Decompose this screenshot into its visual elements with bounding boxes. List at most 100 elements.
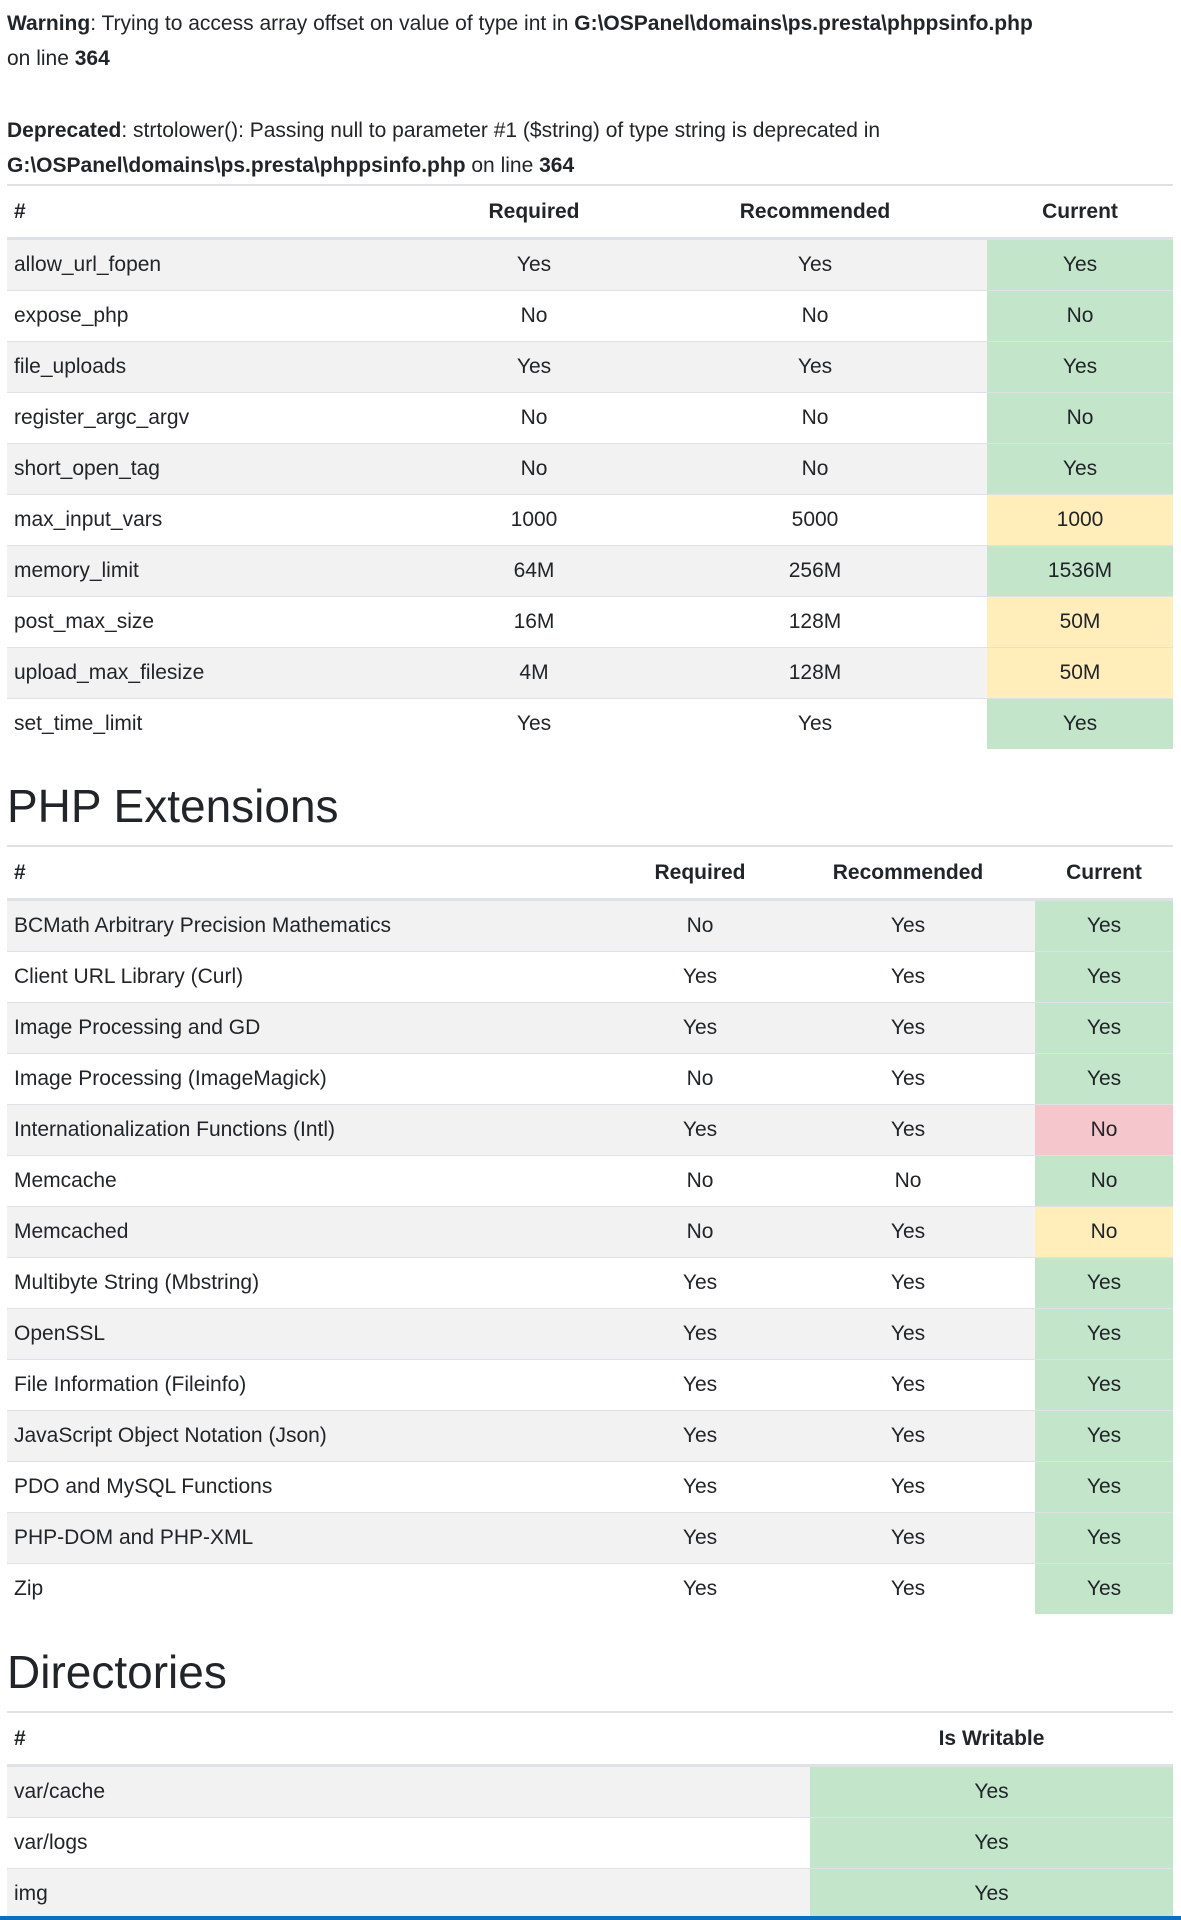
directory-name: var/cache (7, 1765, 810, 1818)
col-header-name: # (7, 184, 425, 240)
current-value: No (1035, 1206, 1173, 1258)
current-value: Yes (987, 341, 1173, 393)
current-value: Yes (1035, 1359, 1173, 1411)
table-row: BCMath Arbitrary Precision Mathematics No… (7, 899, 1173, 952)
current-value: Yes (1035, 1563, 1173, 1614)
recommended-value: Yes (781, 1206, 1035, 1258)
table-row: register_argc_argv No No No (7, 392, 1173, 444)
required-value: No (619, 1206, 781, 1258)
warning-line: 364 (74, 47, 110, 70)
current-value: Yes (1035, 1053, 1173, 1105)
col-header-current: Current (1035, 845, 1173, 901)
required-value: No (425, 443, 643, 495)
recommended-value: Yes (781, 1512, 1035, 1564)
recommended-value: Yes (781, 951, 1035, 1003)
required-value: No (619, 1155, 781, 1207)
current-value: Yes (1035, 1257, 1173, 1309)
current-value: 1000 (987, 494, 1173, 546)
warning-message: Warning: Trying to access array offset o… (7, 6, 1177, 76)
col-header-writable: Is Writable (810, 1711, 1173, 1767)
current-value: Yes (987, 443, 1173, 495)
current-value: No (1035, 1155, 1173, 1207)
extension-name: PHP-DOM and PHP-XML (7, 1512, 619, 1564)
required-value: Yes (619, 1104, 781, 1156)
extension-name: PDO and MySQL Functions (7, 1461, 619, 1513)
required-value: Yes (425, 238, 643, 291)
setting-name: max_input_vars (7, 494, 425, 546)
writable-value: Yes (810, 1868, 1173, 1919)
extension-name: BCMath Arbitrary Precision Mathematics (7, 899, 619, 952)
current-value: Yes (1035, 899, 1173, 952)
extension-name: Memcached (7, 1206, 619, 1258)
current-value: Yes (1035, 1461, 1173, 1513)
table-row: JavaScript Object Notation (Json) Yes Yes Y… (7, 1410, 1173, 1462)
current-value: No (987, 392, 1173, 444)
recommended-value: Yes (781, 1053, 1035, 1105)
col-header-name: # (7, 845, 619, 901)
setting-name: expose_php (7, 290, 425, 342)
extension-name: File Information (Fileinfo) (7, 1359, 619, 1411)
table-row: allow_url_fopen Yes Yes Yes (7, 238, 1173, 291)
warning-label: Warning (7, 12, 91, 35)
php-extensions-table: # Required Recommended Current BCMath Ar… (7, 845, 1173, 1614)
table-row: Internationalization Functions (Intl) Yes… (7, 1104, 1173, 1156)
table-row: Image Processing and GD Yes Yes Yes (7, 1002, 1173, 1054)
bottom-bar (0, 1916, 1181, 1920)
extension-name: Image Processing (ImageMagick) (7, 1053, 619, 1105)
required-value: 1000 (425, 494, 643, 546)
extension-name: Multibyte String (Mbstring) (7, 1257, 619, 1309)
table-row: File Information (Fileinfo) Yes Yes Yes (7, 1359, 1173, 1411)
recommended-value: Yes (781, 1257, 1035, 1309)
required-value: Yes (619, 1410, 781, 1462)
required-value: Yes (425, 341, 643, 393)
current-value: Yes (1035, 951, 1173, 1003)
setting-name: memory_limit (7, 545, 425, 597)
extension-name: Image Processing and GD (7, 1002, 619, 1054)
required-value: No (425, 290, 643, 342)
recommended-value: Yes (781, 1563, 1035, 1614)
required-value: Yes (619, 951, 781, 1003)
setting-name: upload_max_filesize (7, 647, 425, 699)
required-value: Yes (619, 1359, 781, 1411)
table-row: expose_php No No No (7, 290, 1173, 342)
col-header-required: Required (425, 184, 643, 240)
required-value: 64M (425, 545, 643, 597)
current-value: 50M (987, 596, 1173, 648)
deprecated-file: G:\OSPanel\domains\ps.presta\phppsinfo.p… (7, 154, 466, 177)
extension-name: Internationalization Functions (Intl) (7, 1104, 619, 1156)
php-extensions-title: PHP Extensions (7, 780, 339, 832)
directories-table: # Is Writable var/cache Yes var/logs Yes img… (7, 1711, 1173, 1919)
col-header-recommended: Recommended (643, 184, 987, 240)
recommended-value: No (643, 443, 987, 495)
current-value: Yes (1035, 1308, 1173, 1360)
extension-name: Memcache (7, 1155, 619, 1207)
recommended-value: 128M (643, 596, 987, 648)
recommended-value: Yes (781, 1359, 1035, 1411)
recommended-value: 256M (643, 545, 987, 597)
recommended-value: No (643, 392, 987, 444)
setting-name: short_open_tag (7, 443, 425, 495)
table-row: Client URL Library (Curl) Yes Yes Yes (7, 951, 1173, 1003)
table-row: Zip Yes Yes Yes (7, 1563, 1173, 1614)
deprecated-line: 364 (539, 154, 575, 177)
table-row: Image Processing (ImageMagick) No Yes Yes (7, 1053, 1173, 1105)
setting-name: register_argc_argv (7, 392, 425, 444)
writable-value: Yes (810, 1817, 1173, 1869)
recommended-value: Yes (643, 341, 987, 393)
required-value: 16M (425, 596, 643, 648)
current-value: 1536M (987, 545, 1173, 597)
recommended-value: Yes (781, 1308, 1035, 1360)
current-value: Yes (1035, 1410, 1173, 1462)
current-value: Yes (987, 238, 1173, 291)
extension-name: Zip (7, 1563, 619, 1614)
current-value: Yes (1035, 1512, 1173, 1564)
setting-name: post_max_size (7, 596, 425, 648)
table-row: short_open_tag No No Yes (7, 443, 1173, 495)
required-value: No (425, 392, 643, 444)
current-value: No (1035, 1104, 1173, 1156)
col-header-required: Required (619, 845, 781, 901)
required-value: No (619, 899, 781, 952)
table-row: set_time_limit Yes Yes Yes (7, 698, 1173, 749)
directory-name: var/logs (7, 1817, 810, 1869)
table-row: Memcache No No No (7, 1155, 1173, 1207)
